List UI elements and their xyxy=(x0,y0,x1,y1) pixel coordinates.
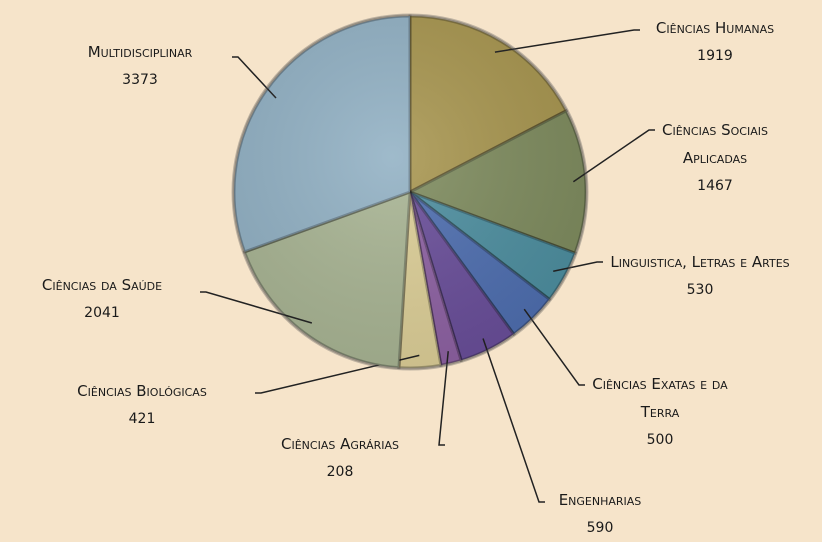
category-name: Ciências Agrárias xyxy=(281,435,399,453)
category-name: Multidisciplinar xyxy=(87,43,193,61)
slice-label: Ciências Biológicas 421 xyxy=(27,377,257,433)
value-label: 421 xyxy=(128,411,156,427)
value-label: 208 xyxy=(326,464,354,480)
leader-line xyxy=(482,338,545,503)
pie-rim xyxy=(231,13,589,371)
slice-label: Ciências da Saúde 2041 xyxy=(0,271,207,327)
slice-label: Ciências Sociais Aplicadas 1467 xyxy=(635,116,795,200)
leader-line xyxy=(572,129,655,183)
category-name: Ciências Exatas e da Terra xyxy=(592,375,728,421)
slice-label: Engenharias 590 xyxy=(500,486,700,542)
value-label: 530 xyxy=(686,282,714,298)
slice-label: Ciências Humanas 1919 xyxy=(615,14,815,70)
category-name: Linguistica, Letras e Artes xyxy=(610,253,790,271)
category-name: Ciências Sociais Aplicadas xyxy=(662,121,768,167)
category-name: Ciências da Saúde xyxy=(41,276,163,294)
slice-label: Linguistica, Letras e Artes 530 xyxy=(595,248,805,304)
value-label: 1919 xyxy=(697,48,733,64)
value-label: 2041 xyxy=(84,305,120,321)
slice-label: Multidisciplinar 3373 xyxy=(40,38,240,94)
category-name: Engenharias xyxy=(558,491,642,509)
value-label: 3373 xyxy=(122,72,158,88)
slice-label: Ciências Agrárias 208 xyxy=(230,430,450,486)
value-label: 500 xyxy=(646,432,674,448)
category-name: Ciências Humanas xyxy=(655,19,775,37)
value-label: 1467 xyxy=(697,178,733,194)
slice-label: Ciências Exatas e da Terra 500 xyxy=(575,370,745,454)
leader-line xyxy=(438,351,449,446)
value-label: 590 xyxy=(586,520,614,536)
category-name: Ciências Biológicas xyxy=(77,382,207,400)
